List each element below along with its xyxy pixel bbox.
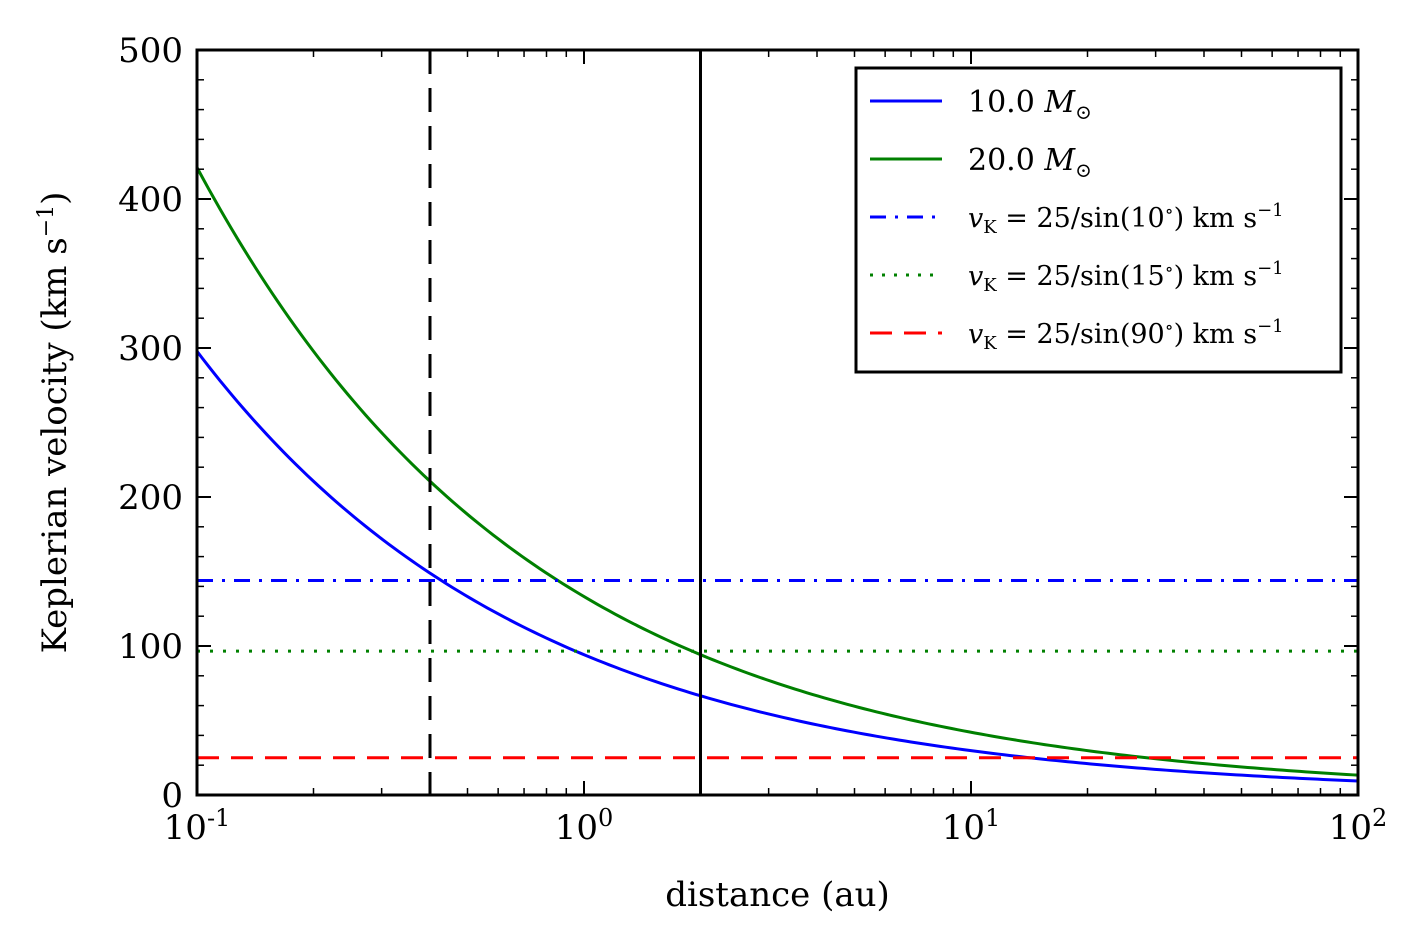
series-line-1 (197, 350, 1358, 783)
x-tick-exponent: 2 (1372, 804, 1387, 832)
legend-label-v: v (968, 319, 983, 350)
legend-label-unit: ) km s (1174, 203, 1258, 234)
legend-label-v-subscript: K (983, 275, 997, 296)
plot-area (197, 50, 1358, 795)
x-axis-label: distance (au) (665, 875, 890, 915)
legend-label-symbol: M (1043, 85, 1076, 120)
x-tick-label: 102 (1329, 804, 1388, 848)
y-tick-label: 200 (118, 478, 183, 518)
x-tick-label: 101 (942, 804, 1001, 848)
x-tick-base: 10 (942, 808, 985, 848)
legend-label-v-subscript: K (983, 333, 997, 354)
legend-label-unit: ) km s (1174, 319, 1258, 350)
data-lines (197, 50, 1358, 795)
y-tick-label: 100 (118, 627, 183, 667)
legend-label-5: vK = 25/sin(90∘) km s−1 (968, 316, 1284, 354)
legend-label-v-subscript: K (983, 217, 997, 238)
x-tick-base: 10 (1329, 808, 1372, 848)
y-tick-label: 400 (118, 180, 183, 220)
x-tick-exponent: 1 (985, 804, 1000, 832)
legend-label-expression: = 25/sin(90 (997, 319, 1165, 350)
y-tick-label: 300 (118, 329, 183, 369)
legend-label-unit: ) km s (1174, 261, 1258, 292)
legend-label-v: v (968, 203, 983, 234)
x-tick-base: 10 (555, 808, 598, 848)
x-tick-label: 10-1 (164, 804, 231, 848)
y-axis-label-main: Keplerian velocity (km s (35, 237, 75, 653)
legend-label-symbol: M (1043, 143, 1076, 178)
legend-label-mass: 10.0 (968, 85, 1044, 120)
y-tick-label: 500 (118, 31, 183, 71)
legend-label-unit-exponent: −1 (1257, 316, 1284, 337)
legend-label-subscript: ⊙ (1075, 100, 1092, 124)
series-line-2 (197, 166, 1358, 777)
x-tick-label: 100 (555, 804, 614, 848)
legend: 10.0 M⊙20.0 M⊙vK = 25/sin(10∘) km s−1vK … (854, 66, 1343, 374)
legend-label-4: vK = 25/sin(15∘) km s−1 (968, 258, 1284, 296)
x-tick-exponent: -1 (207, 804, 230, 832)
legend-label-expression: = 25/sin(15 (997, 261, 1165, 292)
legend-box (854, 66, 1343, 374)
y-axis-label: Keplerian velocity (km s−1) (34, 192, 75, 654)
legend-label-1: 10.0 M⊙ (968, 85, 1092, 124)
legend-label-mass: 20.0 (968, 143, 1044, 178)
y-tick-label: 0 (161, 776, 183, 816)
legend-label-2: 20.0 M⊙ (968, 143, 1092, 182)
x-tick-exponent: 0 (598, 804, 613, 832)
legend-label-degree: ∘ (1165, 259, 1174, 280)
legend-label-3: vK = 25/sin(10∘) km s−1 (968, 200, 1284, 238)
legend-label-v: v (968, 261, 983, 292)
y-axis-label-exponent: −1 (34, 205, 59, 237)
plot-frame (195, 48, 1360, 797)
legend-label-unit-exponent: −1 (1257, 258, 1284, 279)
legend-label-degree: ∘ (1165, 201, 1174, 222)
legend-label-expression: = 25/sin(10 (997, 203, 1165, 234)
legend-label-unit-exponent: −1 (1257, 200, 1284, 221)
y-axis-label-close: ) (35, 192, 75, 205)
x-tick-base: 10 (164, 808, 207, 848)
legend-label-subscript: ⊙ (1075, 158, 1092, 182)
legend-label-degree: ∘ (1165, 317, 1174, 338)
